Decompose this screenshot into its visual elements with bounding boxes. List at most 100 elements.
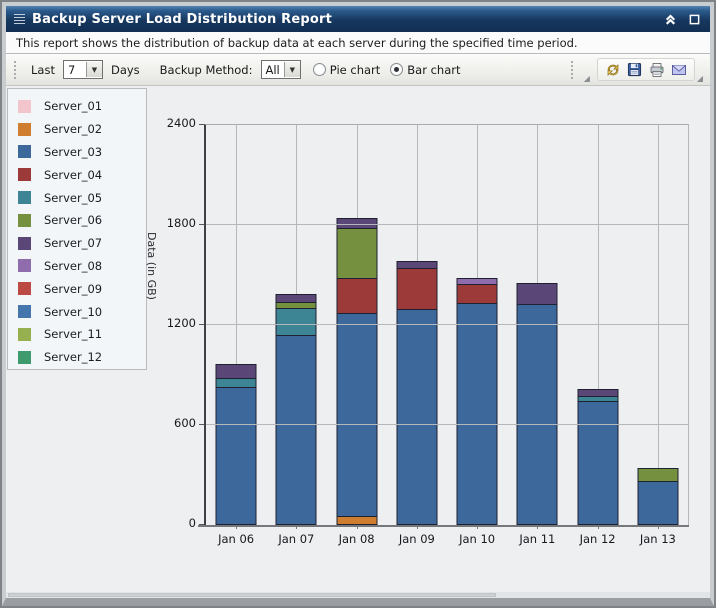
- toolbar-actions: [596, 58, 695, 81]
- legend-item[interactable]: Server_03: [8, 141, 146, 164]
- legend-label: Server_06: [44, 213, 103, 228]
- legend-label: Server_05: [44, 190, 103, 205]
- stacked-bar[interactable]: [456, 278, 498, 525]
- pie-chart-radio[interactable]: [312, 63, 326, 76]
- bar-segment-server_07[interactable]: [215, 364, 257, 379]
- bar-segment-server_05[interactable]: [577, 395, 619, 401]
- bar-chart-radio-label[interactable]: Bar chart: [407, 62, 461, 77]
- bar-segment-server_06[interactable]: [275, 301, 317, 309]
- bar-segment-server_03[interactable]: [396, 309, 438, 525]
- x-tick-mark: [657, 525, 659, 529]
- refresh-icon[interactable]: [604, 61, 622, 78]
- category-slot: Jan 09: [387, 125, 447, 546]
- legend-label: Server_07: [44, 236, 103, 251]
- bar-segment-server_06[interactable]: [336, 227, 378, 278]
- bar-segment-server_03[interactable]: [336, 312, 378, 516]
- backup-method-select[interactable]: All ▼: [260, 60, 301, 79]
- bar-segment-server_07[interactable]: [516, 283, 558, 305]
- x-axis-line: [198, 525, 689, 527]
- bar-segment-server_07[interactable]: [275, 294, 317, 302]
- save-icon[interactable]: [626, 61, 644, 78]
- x-tick-label: Jan 06: [218, 532, 255, 546]
- x-gridline: [657, 125, 659, 525]
- legend-swatch: [18, 99, 31, 113]
- x-tick-label: Jan 08: [338, 532, 375, 546]
- y-axis-title: Data (in GB): [145, 232, 158, 300]
- title-bar: Backup Server Load Distribution Report: [6, 6, 710, 32]
- legend-item[interactable]: Server_06: [8, 209, 146, 232]
- stacked-bar[interactable]: [275, 294, 317, 525]
- legend-swatch: [18, 350, 31, 364]
- chart-bars: Jan 06 Jan 07 Jan 08 Jan 09 Jan 10 Jan 11 Jan …: [206, 125, 688, 546]
- category-slot: Jan 08: [327, 125, 387, 546]
- horizontal-scrollbar[interactable]: [6, 592, 710, 598]
- y-tick-mark: [199, 124, 205, 125]
- y-tick-label: 2400: [166, 116, 196, 130]
- bar-segment-server_06[interactable]: [637, 467, 679, 481]
- bar-segment-server_08[interactable]: [456, 278, 498, 285]
- legend-item[interactable]: Server_04: [8, 163, 146, 186]
- category-slot: Jan 12: [568, 125, 628, 546]
- scrollbar-thumb[interactable]: [8, 593, 496, 597]
- stacked-bar[interactable]: [336, 218, 378, 525]
- days-select[interactable]: 7 ▼: [62, 60, 103, 79]
- bar-segment-server_03[interactable]: [637, 480, 679, 525]
- legend-item[interactable]: Server_02: [8, 118, 146, 141]
- stacked-bar[interactable]: [396, 260, 438, 525]
- legend-item[interactable]: Server_01: [8, 95, 146, 118]
- legend-item[interactable]: Server_11: [8, 323, 146, 346]
- bar-segment-server_03[interactable]: [456, 303, 498, 525]
- legend-swatch: [18, 282, 31, 296]
- legend-item[interactable]: Server_08: [8, 255, 146, 278]
- legend-item[interactable]: Server_12: [8, 346, 146, 369]
- bar-segment-server_05[interactable]: [215, 378, 257, 387]
- x-gridline: [597, 125, 599, 525]
- legend-item[interactable]: Server_09: [8, 277, 146, 300]
- legend-item[interactable]: Server_10: [8, 300, 146, 323]
- toolbar-overflow-icon[interactable]: ◢: [583, 74, 590, 83]
- legend-item[interactable]: Server_05: [8, 186, 146, 209]
- bar-segment-server_04[interactable]: [396, 268, 438, 310]
- bar-chart-radio[interactable]: [390, 63, 404, 76]
- stacked-bar[interactable]: [516, 283, 558, 525]
- y-tick-mark: [199, 424, 205, 425]
- stacked-bar[interactable]: [215, 364, 257, 525]
- chevron-down-icon[interactable]: ▼: [85, 62, 102, 77]
- toolbar-overflow-icon[interactable]: ◢: [696, 74, 703, 83]
- print-icon[interactable]: [648, 61, 666, 78]
- email-icon[interactable]: [670, 61, 688, 78]
- days-select-value: 7: [67, 62, 76, 77]
- legend-label: Server_11: [44, 327, 103, 342]
- bar-segment-server_03[interactable]: [215, 386, 257, 525]
- legend-swatch: [18, 122, 31, 136]
- legend-label: Server_03: [44, 144, 103, 159]
- toolbar: Last 7 ▼ Days Backup Method: All ▼ Pie c…: [6, 54, 710, 86]
- maximize-icon[interactable]: [686, 11, 702, 27]
- collapse-icon[interactable]: [662, 11, 678, 27]
- pie-chart-radio-label[interactable]: Pie chart: [329, 62, 381, 77]
- legend-label: Server_10: [44, 304, 103, 319]
- y-gridline: [206, 324, 688, 325]
- bar-segment-server_03[interactable]: [275, 335, 317, 525]
- bar-segment-server_03[interactable]: [577, 400, 619, 525]
- stacked-bar[interactable]: [637, 467, 679, 525]
- bar-segment-server_04[interactable]: [456, 284, 498, 304]
- toolbar-separator: [570, 60, 576, 79]
- bar-segment-server_07[interactable]: [336, 218, 378, 228]
- bar-segment-server_03[interactable]: [516, 304, 558, 525]
- y-gridline: [206, 224, 688, 225]
- stacked-bar[interactable]: [577, 389, 619, 525]
- chevron-down-icon[interactable]: ▼: [283, 62, 300, 77]
- x-tick-label: Jan 11: [519, 532, 556, 546]
- legend-swatch: [18, 305, 31, 319]
- bar-segment-server_07[interactable]: [396, 260, 438, 269]
- legend-item[interactable]: Server_07: [8, 232, 146, 255]
- y-tick-label: 1200: [166, 316, 196, 330]
- bar-segment-server_05[interactable]: [275, 308, 317, 335]
- description-bar: This report shows the distribution of ba…: [6, 32, 710, 54]
- bar-segment-server_04[interactable]: [336, 277, 378, 313]
- bar-segment-server_02[interactable]: [336, 515, 378, 525]
- bar-segment-server_07[interactable]: [577, 389, 619, 396]
- toolbar-grip[interactable]: [14, 60, 19, 79]
